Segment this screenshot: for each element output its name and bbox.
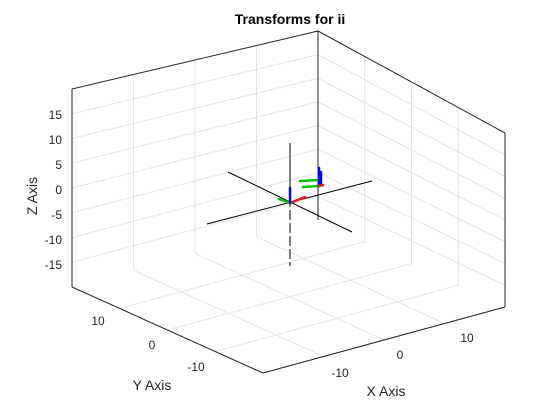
x-axis-label: X Axis <box>367 383 406 399</box>
grid-line <box>119 241 365 309</box>
grid-line <box>215 284 459 352</box>
z-axis-label: Z Axis <box>24 177 40 215</box>
world-axes <box>206 143 373 266</box>
y-tick-label: 0 <box>149 338 156 352</box>
z-tick-label: 0 <box>55 183 62 197</box>
transform-triad-offset <box>298 166 325 189</box>
triad-x-arrow <box>288 195 307 205</box>
triad-y-arrow <box>298 178 321 183</box>
chart-title: Transforms for ii <box>235 11 345 27</box>
grid-line <box>167 263 412 331</box>
z-tick-label: -15 <box>45 258 63 272</box>
box-edge <box>262 306 506 374</box>
y-tick-label: -10 <box>187 360 205 374</box>
z-tick-label: 10 <box>49 133 63 147</box>
x-tick-labels: -10 0 10 <box>331 331 474 380</box>
y-tick-label: 10 <box>91 314 105 328</box>
z-tick-label: -10 <box>45 233 63 247</box>
z-tick-label: 15 <box>49 108 63 122</box>
z-tick-label: 5 <box>55 158 62 172</box>
x-tick-label: -10 <box>331 366 349 380</box>
triad-y-arrow <box>301 184 321 189</box>
triad-y-arrow <box>277 197 292 205</box>
x-tick-label: 10 <box>460 331 474 345</box>
y-axis-label: Y Axis <box>133 377 172 393</box>
y-tick-labels: 10 0 -10 <box>91 314 205 374</box>
grid-lines <box>71 45 506 357</box>
box-edge <box>317 30 506 134</box>
box-edge <box>71 30 319 90</box>
transform-triad-origin <box>277 186 307 205</box>
z-tick-label: -5 <box>51 208 62 222</box>
plot-box <box>71 30 506 374</box>
box-edge <box>71 286 264 374</box>
z-tick-labels: 15 10 5 0 -5 -10 -15 <box>45 108 63 272</box>
triad-x-arrow <box>317 183 325 188</box>
x-tick-label: 0 <box>397 348 404 362</box>
